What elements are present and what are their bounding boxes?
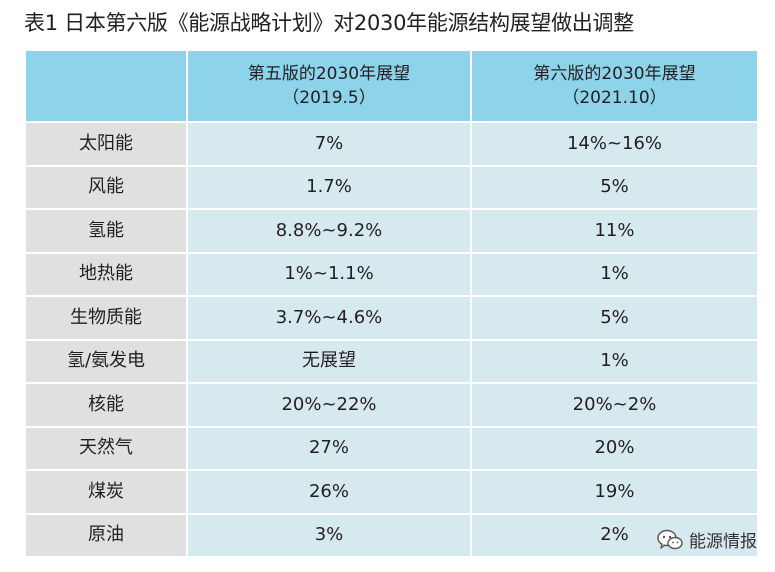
table-cell-v6: 1% bbox=[472, 338, 757, 382]
header-sixth-edition-title: 第六版的2030年展望 bbox=[533, 64, 696, 84]
table-cell-v5: 无展望 bbox=[188, 338, 472, 382]
table-cell-v6: 1% bbox=[472, 251, 757, 295]
row-label-solar: 太阳能 bbox=[26, 121, 188, 165]
table-cell-v5: 1%~1.1% bbox=[188, 251, 472, 295]
row-label-coal: 煤炭 bbox=[26, 469, 188, 513]
table-cell-v5: 27% bbox=[188, 425, 472, 469]
table-title: 表1 日本第六版《能源战略计划》对2030年能源结构展望做出调整 bbox=[24, 11, 634, 35]
header-fifth-edition: 第五版的2030年展望 （2019.5） bbox=[188, 51, 472, 121]
header-sixth-edition: 第六版的2030年展望 （2021.10） bbox=[472, 51, 757, 121]
table-cell-v6: 2% bbox=[472, 512, 757, 556]
table-cell-v6: 19% bbox=[472, 469, 757, 513]
table-cell-v5: 20%~22% bbox=[188, 382, 472, 426]
table-cell-v5: 26% bbox=[188, 469, 472, 513]
row-label-nuclear: 核能 bbox=[26, 382, 188, 426]
table-cell-v5: 3.7%~4.6% bbox=[188, 295, 472, 339]
energy-structure-table: 第五版的2030年展望 （2019.5） 第六版的2030年展望 （2021.1… bbox=[26, 51, 757, 556]
header-empty-cell bbox=[26, 51, 188, 121]
row-label-crude-oil: 原油 bbox=[26, 512, 188, 556]
table-cell-v5: 3% bbox=[188, 512, 472, 556]
row-label-wind: 风能 bbox=[26, 164, 188, 208]
row-label-geothermal: 地热能 bbox=[26, 251, 188, 295]
watermark-text: 能源情报 bbox=[689, 532, 757, 552]
table-cell-v5: 8.8%~9.2% bbox=[188, 208, 472, 252]
header-sixth-edition-date: （2021.10） bbox=[562, 88, 667, 108]
header-fifth-edition-date: （2019.5） bbox=[282, 88, 376, 108]
table-cell-v6: 5% bbox=[472, 295, 757, 339]
table-cell-v5: 1.7% bbox=[188, 164, 472, 208]
table-cell-v6: 5% bbox=[472, 164, 757, 208]
wechat-watermark: 能源情报 bbox=[657, 527, 757, 552]
header-fifth-edition-title: 第五版的2030年展望 bbox=[247, 64, 411, 84]
row-label-hydrogen-ammonia: 氢/氨发电 bbox=[26, 338, 188, 382]
table-cell-v6: 11% bbox=[472, 208, 757, 252]
table-cell-v6: 20% bbox=[472, 425, 757, 469]
table-cell-v5: 7% bbox=[188, 121, 472, 165]
row-label-hydrogen: 氢能 bbox=[26, 208, 188, 252]
table-cell-v6: 20%~2% bbox=[472, 382, 757, 426]
table-cell-v6: 14%~16% bbox=[472, 121, 757, 165]
row-label-biomass: 生物质能 bbox=[26, 295, 188, 339]
wechat-icon bbox=[657, 529, 683, 551]
row-label-natural-gas: 天然气 bbox=[26, 425, 188, 469]
